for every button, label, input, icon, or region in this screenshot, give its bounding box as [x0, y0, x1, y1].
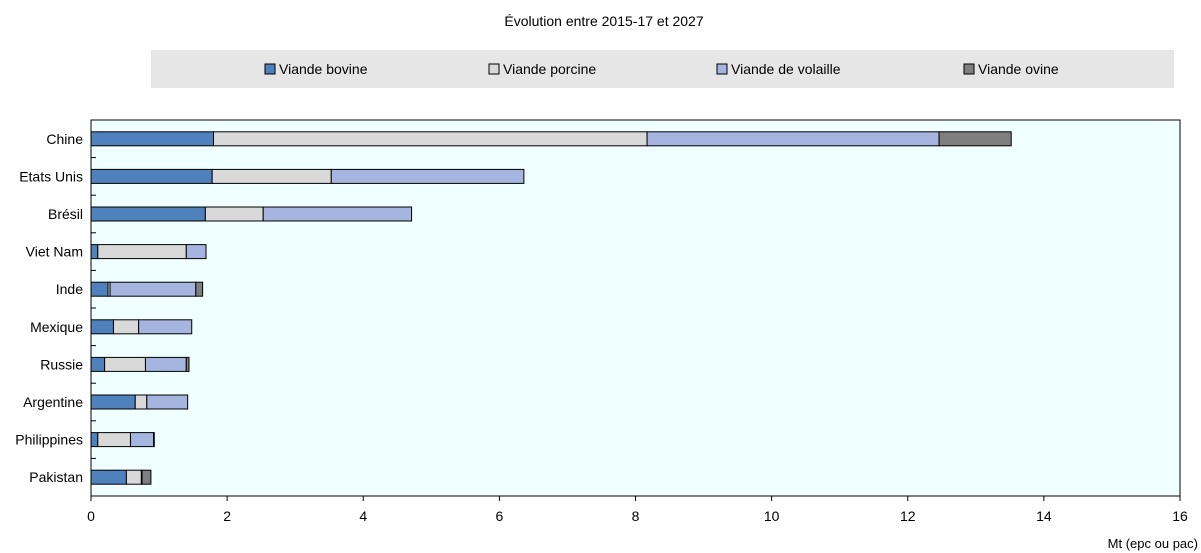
bar-segment	[138, 319, 193, 335]
legend: Viande bovine Viande porcine Viande de vol…	[264, 61, 1059, 77]
category-label: Pakistan	[29, 469, 83, 485]
bar-segment	[134, 394, 148, 410]
x-tick-label: 6	[495, 508, 503, 524]
legend-swatch	[488, 63, 500, 75]
x-axis-label: Mt (epc ou pac)	[1108, 536, 1198, 551]
bar-segment	[90, 281, 109, 297]
legend-swatch	[963, 63, 975, 75]
x-tick-label: 4	[359, 508, 367, 524]
bar-segment	[153, 432, 155, 448]
bar-segment	[90, 394, 136, 410]
category-label: Russie	[40, 356, 83, 372]
x-tick-label: 8	[632, 508, 640, 524]
bar-segment	[125, 469, 142, 485]
bar-segment	[213, 131, 648, 147]
bar-segment	[90, 244, 99, 260]
bar-segment	[330, 168, 525, 184]
bar-segment	[195, 281, 204, 297]
bar-segment	[146, 394, 189, 410]
bar-segment	[90, 432, 99, 448]
legend-label: Viande ovine	[978, 61, 1059, 77]
bar-segment	[90, 319, 114, 335]
category-label: Etats Unis	[19, 168, 83, 184]
legend-swatch	[716, 63, 728, 75]
bar-segment	[211, 168, 332, 184]
bar-segment	[97, 244, 187, 260]
chart-title: Évolution entre 2015-17 et 2027	[504, 13, 703, 29]
category-label: Chine	[46, 131, 83, 147]
bar-segment	[141, 469, 152, 485]
bar-segment	[90, 131, 215, 147]
legend-box	[151, 50, 1174, 88]
bar-segment	[104, 356, 146, 372]
bar-segment	[112, 319, 140, 335]
bar-segment	[144, 356, 187, 372]
x-tick-label: 14	[1036, 508, 1052, 524]
bar-segment	[109, 281, 197, 297]
category-label: Inde	[56, 281, 83, 297]
bar-segment	[90, 469, 127, 485]
x-tick-label: 12	[900, 508, 916, 524]
bar-segment	[90, 168, 213, 184]
x-tick-label: 10	[764, 508, 780, 524]
bar-segment	[646, 131, 940, 147]
x-tick-label: 16	[1172, 508, 1188, 524]
category-label: Argentine	[23, 394, 83, 410]
y-axis: Chine Etats Unis Brésil Viet Nam Inde Mexique…	[15, 119, 96, 497]
bar-segment	[938, 131, 1012, 147]
bar-segment	[90, 206, 206, 222]
bar-segment	[262, 206, 413, 222]
category-label: Viet Nam	[26, 244, 83, 260]
category-label: Philippines	[15, 432, 83, 448]
x-tick-label: 0	[87, 508, 95, 524]
x-tick-label: 2	[223, 508, 231, 524]
bar-segment	[129, 432, 155, 448]
bar-segment	[90, 356, 106, 372]
bars	[90, 131, 1012, 485]
x-axis: 0 2 4 6 8 10 12 14 16	[87, 496, 1188, 524]
bar-segment	[204, 206, 264, 222]
legend-label: Viande de volaille	[731, 61, 841, 77]
category-label: Brésil	[48, 206, 83, 222]
legend-label: Viande porcine	[503, 61, 596, 77]
bar-segment	[185, 244, 207, 260]
bar-segment	[185, 356, 190, 372]
category-label: Mexique	[30, 319, 83, 335]
bar-segment	[97, 432, 131, 448]
legend-swatch	[264, 63, 276, 75]
legend-label: Viande bovine	[279, 61, 368, 77]
